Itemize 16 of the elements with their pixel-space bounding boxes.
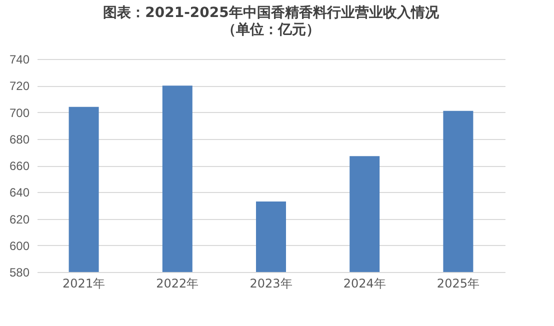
x-tick-label: 2023年 bbox=[250, 276, 292, 290]
x-tick-label: 2025年 bbox=[436, 276, 480, 290]
chart-title: 图表：2021-2025年中国香精香料行业营业收入情况 bbox=[103, 5, 440, 21]
chart-subtitle: （单位：亿元） bbox=[222, 22, 320, 38]
y-tick-label: 600 bbox=[9, 238, 30, 253]
x-tick-label: 2024年 bbox=[343, 276, 386, 290]
y-tick-label: 640 bbox=[9, 186, 30, 200]
y-tick-label: 580 bbox=[9, 266, 30, 280]
x-tick-label: 2022年 bbox=[156, 276, 199, 290]
y-tick-label: 740 bbox=[9, 52, 30, 66]
x-tick-label: 2021年 bbox=[62, 276, 106, 290]
y-tick-label: 620 bbox=[9, 212, 30, 226]
y-tick-label: 660 bbox=[9, 159, 30, 173]
y-tick-label: 680 bbox=[9, 132, 30, 146]
y-tick-label: 720 bbox=[9, 79, 30, 94]
y-tick-label: 700 bbox=[9, 106, 30, 120]
